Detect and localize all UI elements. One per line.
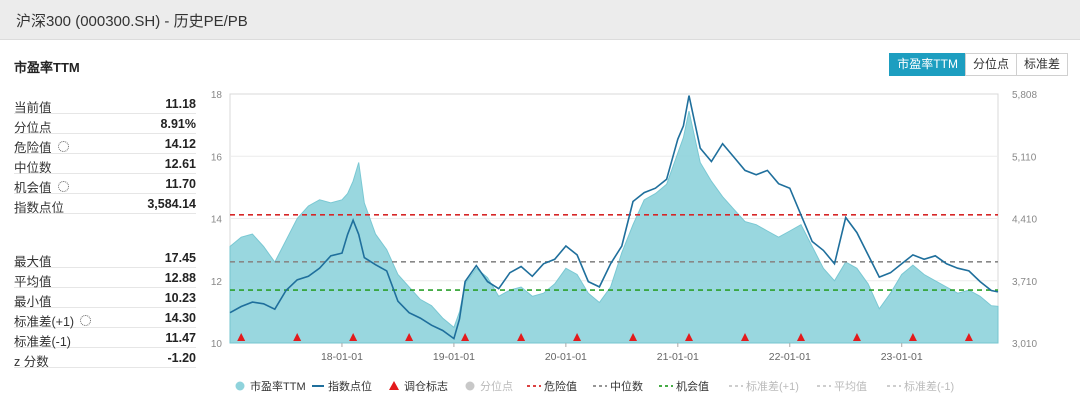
rebalance-marker[interactable] xyxy=(237,333,246,341)
index-points-line xyxy=(229,95,999,340)
rebalance-marker[interactable] xyxy=(405,333,414,341)
stats-panel-history: 最大值 17.45 平均值 12.88 最小值 10.23 标准差(+1) 14.30 … xyxy=(14,248,197,369)
tab-pe-ttm[interactable]: 市盈率TTM xyxy=(889,53,966,76)
pe-history-chart[interactable]: 10 12 14 16 18 3,010 3,710 4,410 5,110 5,808 18-01… xyxy=(198,82,1078,414)
stat-row: 最大值 17.45 xyxy=(14,248,196,269)
stat-label: 指数点位 xyxy=(14,201,65,215)
rebalance-marker[interactable] xyxy=(461,333,470,341)
header-bar: 沪深300 (000300.SH) - 历史PE/PB xyxy=(0,0,1080,40)
section-title: 市盈率TTM xyxy=(14,60,80,75)
legend-item[interactable]: 标准差(+1) xyxy=(746,379,799,393)
stat-value: 11.47 xyxy=(165,331,196,345)
rebalance-marker[interactable] xyxy=(852,333,861,341)
y-left-tick-label: 12 xyxy=(211,277,223,288)
gear-icon[interactable] xyxy=(57,141,69,152)
rebalance-marker[interactable] xyxy=(796,333,805,341)
rebalance-marker[interactable] xyxy=(685,333,694,341)
rebalance-marker[interactable] xyxy=(629,333,638,341)
stat-row: 标准差(+1) 14.30 xyxy=(14,308,196,330)
legend-item[interactable]: 平均值 xyxy=(834,380,867,393)
stat-value: 11.18 xyxy=(165,97,196,111)
legend-item[interactable]: 标准差(-1) xyxy=(904,379,954,393)
gear-icon[interactable] xyxy=(57,181,69,192)
stat-value: 12.61 xyxy=(164,157,196,171)
stat-label: z 分数 xyxy=(14,355,49,369)
stat-row: 最小值 10.23 xyxy=(14,288,196,309)
rebalance-marker[interactable] xyxy=(964,333,973,341)
stat-label: 分位点 xyxy=(14,121,52,135)
stat-row: 危险值 14.12 xyxy=(14,134,196,156)
legend-symbol xyxy=(235,381,245,391)
rebalance-marker[interactable] xyxy=(293,333,302,341)
legend-item[interactable]: 市盈率TTM xyxy=(250,379,306,393)
tab-std-dev[interactable]: 标准差 xyxy=(1015,53,1068,76)
stats-panel-current: 当前值 11.18 分位点 8.91% 危险值 14.12 中位数 12.61 机会值 1… xyxy=(14,94,196,215)
stat-value: 8.91% xyxy=(160,117,196,131)
pe-ttm-area xyxy=(229,110,999,344)
rebalance-marker[interactable] xyxy=(908,333,917,341)
stat-label: 标准差(-1) xyxy=(14,335,71,349)
stat-row: 中位数 12.61 xyxy=(14,154,196,175)
y-right-tick-label: 3,710 xyxy=(1012,277,1037,288)
legend-item[interactable]: 危险值 xyxy=(544,379,577,393)
y-left-tick-label: 14 xyxy=(211,215,223,226)
stat-row: z 分数 -1.20 xyxy=(14,348,197,369)
x-tick-label: 19-01-01 xyxy=(433,351,475,363)
stat-value: -1.20 xyxy=(167,351,197,365)
rebalance-marker[interactable] xyxy=(573,333,582,341)
x-tick-label: 20-01-01 xyxy=(545,351,587,363)
stat-value: 14.12 xyxy=(164,137,196,151)
legend-item[interactable]: 分位点 xyxy=(480,379,513,393)
y-left-tick-label: 18 xyxy=(211,90,223,101)
stat-label: 机会值 xyxy=(14,177,69,196)
legend-symbol xyxy=(465,381,475,391)
tab-percentile[interactable]: 分位点 xyxy=(964,53,1017,76)
stat-value: 10.23 xyxy=(164,291,196,305)
legend-item[interactable]: 调仓标志 xyxy=(404,379,448,393)
stat-value: 12.88 xyxy=(164,271,196,285)
y-left-tick-label: 10 xyxy=(211,339,223,350)
metric-tabs: 市盈率TTM 分位点 标准差 xyxy=(889,53,1068,76)
stat-label: 中位数 xyxy=(14,161,52,175)
x-tick-label: 23-01-01 xyxy=(881,351,923,363)
rebalance-marker[interactable] xyxy=(740,333,749,341)
rebalance-marker[interactable] xyxy=(517,333,526,341)
stat-value: 11.70 xyxy=(165,177,196,191)
rebalance-marker[interactable] xyxy=(349,333,358,341)
stat-value: 14.30 xyxy=(164,311,196,325)
legend-symbol xyxy=(389,381,399,390)
stat-value: 17.45 xyxy=(164,251,196,265)
stat-label: 标准差(+1) xyxy=(14,311,92,330)
y-right-tick-label: 3,010 xyxy=(1012,339,1037,350)
x-tick-label: 21-01-01 xyxy=(657,351,699,363)
gear-icon[interactable] xyxy=(80,315,92,326)
y-right-tick-label: 4,410 xyxy=(1012,215,1037,226)
x-tick-label: 22-01-01 xyxy=(769,351,811,363)
stat-label: 危险值 xyxy=(14,137,69,156)
stat-label: 平均值 xyxy=(14,275,52,289)
stat-value: 3,584.14 xyxy=(147,197,196,211)
y-right-tick-label: 5,110 xyxy=(1012,152,1037,163)
stat-label: 最大值 xyxy=(14,255,52,269)
x-tick-label: 18-01-01 xyxy=(321,351,363,363)
stat-label: 最小值 xyxy=(14,295,52,309)
stat-row: 平均值 12.88 xyxy=(14,268,196,289)
stat-row: 指数点位 3,584.14 xyxy=(14,194,196,215)
stat-row: 标准差(-1) 11.47 xyxy=(14,328,196,349)
legend-item[interactable]: 中位数 xyxy=(610,379,643,393)
page-title: 沪深300 (000300.SH) - 历史PE/PB xyxy=(16,13,248,30)
stat-label: 当前值 xyxy=(14,101,52,115)
stat-row: 机会值 11.70 xyxy=(14,174,196,196)
stat-row: 分位点 8.91% xyxy=(14,114,196,135)
y-right-tick-label: 5,808 xyxy=(1012,90,1037,101)
legend-item[interactable]: 指数点位 xyxy=(328,379,372,393)
legend-item[interactable]: 机会值 xyxy=(676,379,709,393)
y-left-tick-label: 16 xyxy=(211,152,223,163)
stat-row: 当前值 11.18 xyxy=(14,94,196,115)
